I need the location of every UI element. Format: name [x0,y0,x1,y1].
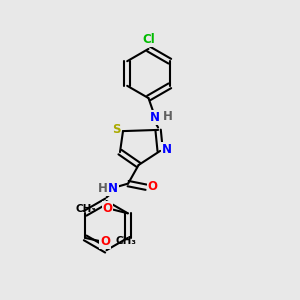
Text: CH₃: CH₃ [76,204,97,214]
Text: N: N [108,182,118,195]
Text: O: O [148,180,158,193]
Text: O: O [100,235,110,248]
Text: CH₃: CH₃ [116,236,136,247]
Text: H: H [163,110,172,123]
Text: S: S [112,123,121,136]
Text: O: O [102,202,112,215]
Text: Cl: Cl [143,33,155,46]
Text: N: N [149,111,160,124]
Text: H: H [98,182,108,195]
Text: N: N [162,143,172,156]
